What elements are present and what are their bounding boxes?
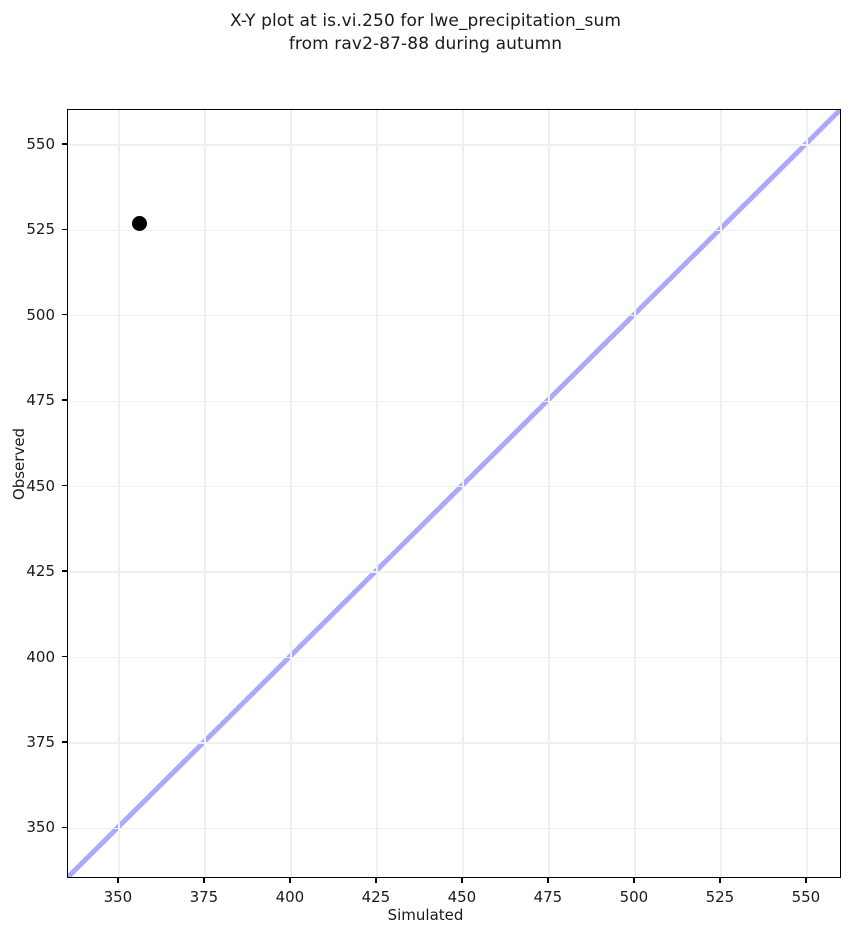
x-axis-tick-label: 350 [103, 888, 133, 906]
y-axis-tick-label: 350 [26, 818, 55, 837]
gridline-horizontal [68, 485, 840, 488]
identity-line-svg [68, 110, 840, 877]
y-axis-tick-mark [62, 655, 67, 658]
gridline-horizontal [68, 315, 840, 317]
y-axis-tick-mark [62, 484, 67, 487]
x-axis-tick-label: 500 [619, 888, 649, 906]
y-axis-tick-mark [62, 741, 67, 743]
y-axis-tick-label: 450 [26, 476, 55, 495]
x-axis-tick-mark [633, 878, 635, 883]
chart-title: X-Y plot at is.vi.250 for lwe_precipitat… [229, 11, 622, 54]
x-axis-tick-mark [805, 878, 807, 883]
gridline-vertical [290, 110, 292, 877]
x-axis-tick-mark [375, 878, 377, 883]
y-axis-tick-mark [62, 570, 67, 572]
y-axis-tick-mark [62, 143, 67, 145]
y-axis-tick-label: 375 [26, 732, 55, 751]
gridline-vertical [548, 110, 550, 877]
identity-line [68, 110, 840, 877]
y-axis-tick-label: 400 [26, 647, 55, 666]
gridline-horizontal [68, 742, 840, 744]
x-axis-tick-mark [719, 878, 721, 883]
gridline-horizontal [68, 144, 840, 146]
x-axis-tick-label: 475 [533, 888, 563, 906]
x-axis-tick-label: 375 [189, 888, 219, 906]
gridline-horizontal [68, 571, 840, 573]
gridline-horizontal [68, 827, 840, 830]
gridline-horizontal [68, 229, 840, 231]
x-axis-label: Simulated [387, 906, 464, 924]
plot-area[interactable] [67, 109, 841, 878]
y-axis-tick-mark [62, 228, 67, 230]
x-axis-tick-label: 425 [361, 888, 391, 906]
y-axis-label: Observed [10, 427, 28, 501]
gridline-vertical [376, 110, 378, 877]
y-axis-tick-label: 525 [26, 220, 55, 239]
gridline-vertical [118, 110, 120, 877]
gridline-horizontal [68, 656, 840, 659]
y-axis-tick-label: 475 [26, 391, 55, 410]
scatter-point[interactable] [132, 215, 148, 231]
y-axis-tick-mark [62, 314, 67, 316]
gridline-vertical [204, 110, 206, 877]
x-axis-tick-mark [289, 878, 291, 883]
x-axis-tick-mark [117, 878, 119, 883]
x-axis-tick-mark [547, 878, 549, 883]
x-axis-tick-label: 450 [447, 888, 477, 906]
gridline-vertical [720, 110, 722, 877]
x-axis-tick-label: 400 [275, 888, 305, 906]
x-axis-tick-label: 550 [791, 888, 821, 906]
gridline-vertical [806, 110, 808, 877]
y-axis-tick-label: 550 [26, 134, 55, 153]
gridline-vertical [462, 110, 464, 877]
x-axis-tick-mark [461, 878, 463, 883]
x-axis-tick-label: 525 [705, 888, 735, 906]
gridline-horizontal [68, 400, 840, 402]
y-axis-tick-mark [62, 826, 67, 829]
y-axis-tick-label: 425 [26, 562, 55, 581]
x-axis-tick-mark [203, 878, 205, 883]
y-axis-tick-mark [62, 399, 67, 401]
gridline-vertical [634, 110, 636, 877]
y-axis-tick-label: 500 [26, 305, 55, 324]
